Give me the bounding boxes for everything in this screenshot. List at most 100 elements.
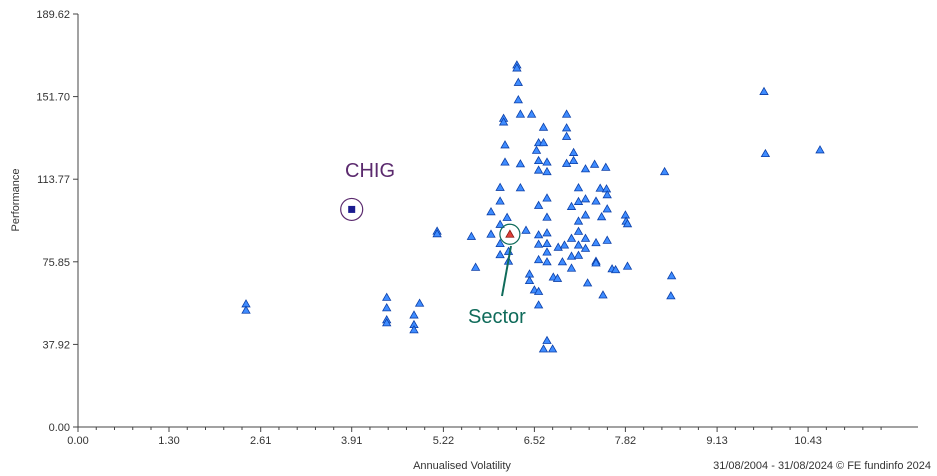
data-point [610, 264, 621, 274]
data-point [589, 159, 600, 168]
x-tick-label: 2.61 [250, 435, 271, 447]
sector-pointer-line [501, 245, 512, 297]
data-point [580, 233, 591, 242]
data-point [601, 162, 611, 171]
data-point [561, 109, 572, 118]
data-point [815, 145, 825, 154]
data-point [241, 305, 251, 314]
data-point [666, 291, 676, 300]
data-point [382, 292, 392, 301]
data-point [580, 243, 591, 252]
data-point [495, 182, 505, 191]
y-axis-ticks: 0.00 37.92 75.85 113.77 151.70 189.62 [36, 9, 78, 434]
y-tick-label: 75.85 [42, 257, 70, 269]
data-point [573, 216, 584, 225]
data-point [533, 165, 544, 174]
data-point [573, 196, 584, 205]
data-point [382, 318, 392, 327]
x-axis-ticks: 0.00 1.30 2.61 3.91 5.22 6.52 7.82 9.13 10.43 [67, 427, 882, 447]
data-point [533, 200, 544, 209]
y-tick-label: 37.92 [42, 339, 70, 351]
data-point [553, 242, 563, 251]
y-tick-label: 189.62 [36, 9, 70, 21]
chig-point [348, 205, 356, 213]
data-point [591, 196, 601, 205]
y-axis-title: Performance [10, 169, 22, 232]
data-point [759, 86, 769, 95]
x-tick-label: 0.00 [67, 435, 88, 447]
data-point [542, 335, 552, 344]
data-point [531, 145, 542, 154]
chig-highlight-ring [340, 197, 364, 222]
data-point [566, 233, 577, 242]
data-point [602, 190, 612, 199]
x-tick-label: 7.82 [615, 435, 636, 447]
data-point [495, 249, 505, 259]
data-point [515, 109, 526, 118]
highlight-layer [340, 197, 521, 245]
data-point [486, 229, 496, 238]
data-point [542, 238, 552, 248]
data-point [602, 204, 612, 213]
data-point [568, 147, 579, 156]
data-point [760, 148, 771, 158]
data-point [561, 123, 572, 132]
data-point [580, 164, 591, 173]
data-point [486, 207, 496, 216]
data-point [521, 225, 531, 234]
footer-credit: 31/08/2004 - 31/08/2024 © FE fundinfo 20… [713, 460, 931, 472]
x-axis-title: Annualised Volatility [413, 460, 511, 472]
data-point [566, 251, 577, 260]
data-point [573, 183, 584, 192]
sector-highlight-ring [499, 223, 521, 245]
data-point [533, 230, 544, 239]
data-point [573, 250, 584, 259]
chig-annotation: CHIG [345, 160, 395, 182]
data-point [573, 226, 584, 235]
x-tick-label: 10.43 [794, 435, 822, 447]
data-point [566, 201, 577, 210]
data-point [542, 257, 552, 266]
data-point [533, 286, 544, 295]
y-tick-label: 0.00 [49, 422, 70, 434]
data-point [601, 184, 612, 193]
data-point [602, 235, 612, 244]
data-point [526, 109, 537, 118]
data-point [568, 155, 579, 165]
x-tick-label: 5.22 [433, 435, 454, 447]
data-point [495, 219, 505, 228]
data-point [495, 238, 505, 248]
data-point [502, 212, 512, 221]
plot-area: 0.00 37.92 75.85 113.77 151.70 189.62 0.00 1.3… [36, 9, 918, 447]
data-point [432, 229, 442, 238]
data-point [598, 290, 608, 299]
data-point [622, 261, 633, 270]
data-point [620, 210, 631, 219]
data-point [591, 237, 601, 247]
data-point [466, 231, 477, 240]
sector-annotation: Sector [468, 306, 526, 328]
data-point [542, 193, 552, 202]
data-point [566, 263, 577, 272]
data-point [513, 95, 523, 104]
data-point [596, 212, 607, 221]
data-point [533, 239, 544, 248]
data-point [409, 310, 419, 319]
data-point [515, 183, 526, 192]
data-point [591, 258, 601, 267]
data-point [580, 210, 591, 219]
data-point [538, 344, 549, 353]
x-tick-label: 9.13 [706, 435, 727, 447]
data-point [513, 77, 523, 86]
data-point [533, 254, 544, 264]
data-point [573, 240, 584, 249]
data-point [582, 278, 593, 287]
data-point [470, 262, 481, 271]
x-tick-label: 1.30 [158, 435, 179, 447]
data-point [533, 300, 544, 309]
x-tick-label: 6.52 [524, 435, 545, 447]
data-point [561, 131, 572, 140]
data-point [495, 196, 505, 205]
data-point [559, 240, 570, 249]
